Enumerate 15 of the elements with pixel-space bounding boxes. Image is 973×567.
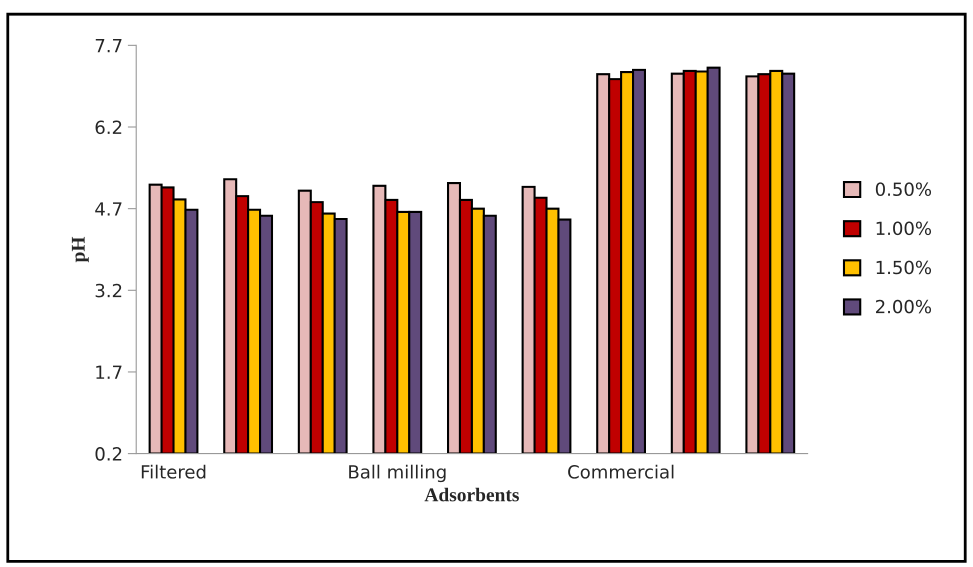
- y-tick-label: 0.2: [96, 447, 122, 461]
- legend-label: 1.50%: [876, 260, 932, 274]
- y-axis-title: pH: [72, 236, 89, 262]
- x-tick-label: Filtered: [142, 464, 206, 479]
- x-tick-label: Ball milling: [349, 464, 446, 482]
- legend-label: 0.50%: [876, 182, 932, 196]
- y-tick-label: 7.7: [96, 39, 122, 52]
- x-tick-label: Commercial: [568, 464, 674, 479]
- x-axis-title: Adsorbents: [424, 488, 519, 502]
- legend-label: 1.00%: [876, 221, 932, 236]
- legend-label: 2.00%: [876, 300, 932, 314]
- y-tick-label: 6.2: [96, 120, 122, 134]
- y-tick-label: 1.7: [96, 366, 122, 379]
- y-tick-label: 4.7: [95, 202, 122, 216]
- y-tick-label: 3.2: [96, 284, 122, 298]
